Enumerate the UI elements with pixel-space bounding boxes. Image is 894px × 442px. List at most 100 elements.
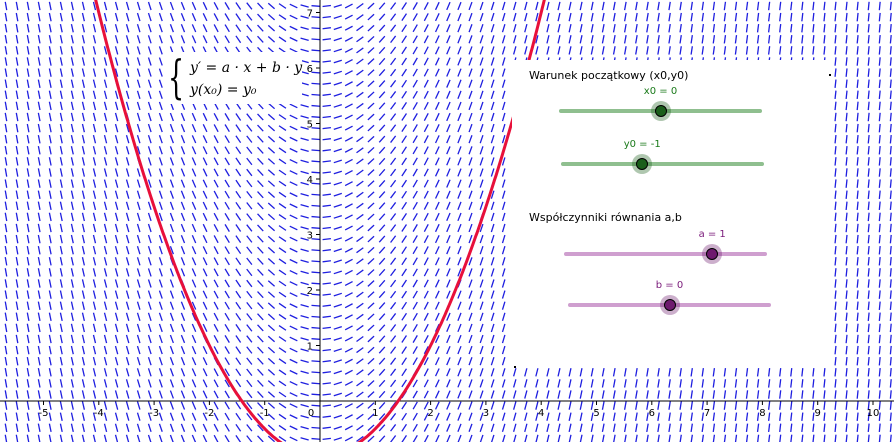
slope-segment [59, 223, 63, 233]
slope-segment [823, 412, 826, 421]
slope-segment [15, 234, 19, 244]
slope-segment [401, 312, 408, 321]
slope-segment [70, 57, 74, 66]
slope-segment [745, 412, 749, 421]
slider-y0-track[interactable] [561, 162, 764, 166]
slope-segment [401, 301, 408, 310]
slider-b-handle[interactable] [663, 299, 676, 311]
slope-segment [180, 423, 186, 432]
slope-segment [468, 112, 473, 122]
slider-a-handle[interactable] [706, 248, 719, 260]
slope-segment [867, 423, 870, 433]
slope-segment [779, 434, 782, 442]
slider-x0-handle[interactable] [654, 105, 667, 117]
slope-segment [457, 268, 462, 277]
slope-segment [712, 401, 716, 410]
slope-segment [322, 237, 331, 241]
slope-segment [26, 423, 30, 433]
slope-segment [378, 335, 386, 343]
slope-segment [834, 345, 837, 355]
slope-segment [202, 423, 208, 432]
slope-segment [535, 390, 539, 399]
slope-segment [300, 204, 309, 208]
slope-segment [70, 190, 74, 199]
slope-segment [512, 35, 517, 44]
slope-segment [356, 269, 364, 276]
slope-segment [158, 301, 163, 310]
slope-segment [311, 16, 320, 19]
slope-segment [235, 213, 242, 221]
slope-segment [257, 379, 264, 387]
slope-segment [834, 190, 837, 199]
slope-segment [378, 435, 386, 442]
slope-segment [92, 79, 97, 88]
slope-segment [412, 323, 418, 332]
slope-segment [878, 434, 881, 442]
slope-segment [568, 12, 572, 22]
slope-segment [213, 1, 219, 11]
slope-segment [479, 390, 484, 399]
slope-segment [147, 112, 152, 122]
slope-segment [501, 257, 506, 266]
slope-segment [878, 134, 881, 144]
slope-segment [15, 190, 19, 199]
slope-segment [289, 380, 298, 386]
slope-segment [779, 412, 782, 421]
slope-segment [81, 68, 86, 77]
slope-segment [878, 190, 881, 199]
slope-segment [367, 102, 375, 110]
slope-segment [224, 357, 230, 366]
slope-segment [202, 346, 208, 355]
slider-y0-handle[interactable] [636, 158, 649, 170]
slope-segment [213, 112, 219, 122]
slope-segment [468, 368, 473, 377]
slope-segment [114, 57, 119, 66]
slope-segment [834, 401, 837, 410]
slope-segment [322, 337, 331, 341]
slope-segment [213, 301, 219, 310]
slope-segment [103, 356, 108, 366]
slope-segment [867, 379, 870, 388]
slope-segment [147, 146, 152, 155]
slope-segment [856, 212, 859, 222]
slider-a-track[interactable] [564, 252, 767, 256]
slope-segment [114, 134, 119, 144]
slope-segment [390, 290, 397, 299]
slope-segment [224, 290, 230, 299]
slope-segment [322, 126, 331, 130]
slope-segment [300, 181, 309, 186]
slope-segment [367, 2, 375, 10]
slope-segment [224, 434, 230, 442]
slope-segment [246, 435, 253, 442]
slope-segment [378, 279, 386, 288]
slope-segment [322, 27, 331, 30]
slope-segment [202, 13, 208, 22]
slope-segment [158, 401, 163, 410]
slope-segment [311, 27, 320, 30]
slope-segment [81, 301, 86, 310]
slope-segment [401, 46, 408, 55]
slope-segment [235, 201, 242, 210]
slope-segment [267, 202, 276, 210]
slope-segment [300, 403, 309, 408]
slope-segment [246, 2, 253, 10]
slope-segment [423, 90, 429, 99]
slope-segment [867, 46, 870, 55]
slope-segment [423, 124, 429, 133]
slope-segment [856, 368, 859, 377]
slope-segment [390, 68, 397, 77]
slope-segment [344, 147, 353, 153]
slope-segment [490, 123, 495, 133]
slope-segment [103, 23, 108, 33]
slope-segment [446, 201, 451, 210]
slope-segment [434, 112, 440, 122]
slope-segment [257, 246, 264, 254]
slope-segment [202, 301, 208, 310]
slope-segment [15, 268, 19, 277]
slope-segment [180, 246, 186, 255]
slope-segment [356, 158, 364, 165]
slope-segment [401, 224, 408, 232]
slope-segment [257, 402, 264, 410]
slope-segment [26, 356, 30, 366]
